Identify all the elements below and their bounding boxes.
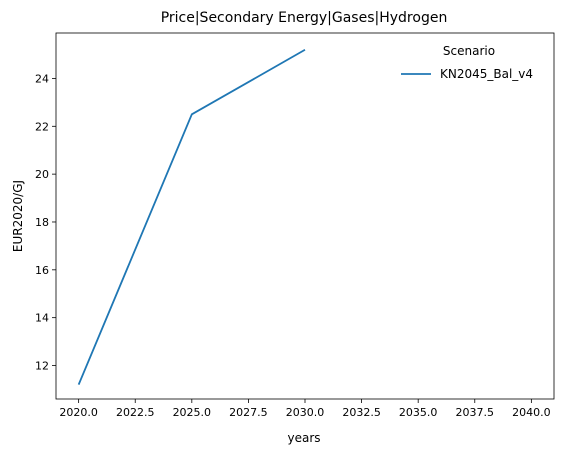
x-tick-label: 2032.5 (342, 406, 381, 419)
x-axis-label: years (287, 431, 320, 445)
y-axis: 12 14 16 18 20 22 24 (35, 72, 56, 373)
x-tick-label: 2027.5 (229, 406, 268, 419)
x-tick-label: 2022.5 (116, 406, 155, 419)
y-tick-label: 16 (35, 264, 49, 277)
x-tick-label: 2040.0 (512, 406, 551, 419)
y-tick-label: 22 (35, 120, 49, 133)
x-tick-label: 2035.0 (399, 406, 438, 419)
y-tick-label: 24 (35, 72, 49, 85)
legend-title: Scenario (443, 44, 495, 58)
y-tick-label: 18 (35, 216, 49, 229)
x-tick-label: 2030.0 (286, 406, 325, 419)
x-axis: 2020.0 2022.5 2025.0 2027.5 2030.0 2032.5 2035… (59, 399, 551, 419)
plot-area (55, 32, 555, 400)
series-layer (77, 48, 306, 385)
x-tick-label: 2037.5 (456, 406, 495, 419)
chart-title: Price|Secondary Energy|Gases|Hydrogen (161, 10, 448, 26)
x-tick-label: 2020.0 (59, 406, 98, 419)
y-tick-label: 12 (35, 360, 49, 373)
y-tick-label: 14 (35, 312, 49, 325)
y-tick-label: 20 (35, 168, 49, 181)
y-axis-label: EUR2020/GJ (11, 180, 25, 252)
legend-entry: KN2045_Bal_v4 (440, 67, 533, 81)
x-tick-label: 2025.0 (173, 406, 212, 419)
legend: Scenario KN2045_Bal_v4 (401, 44, 533, 81)
